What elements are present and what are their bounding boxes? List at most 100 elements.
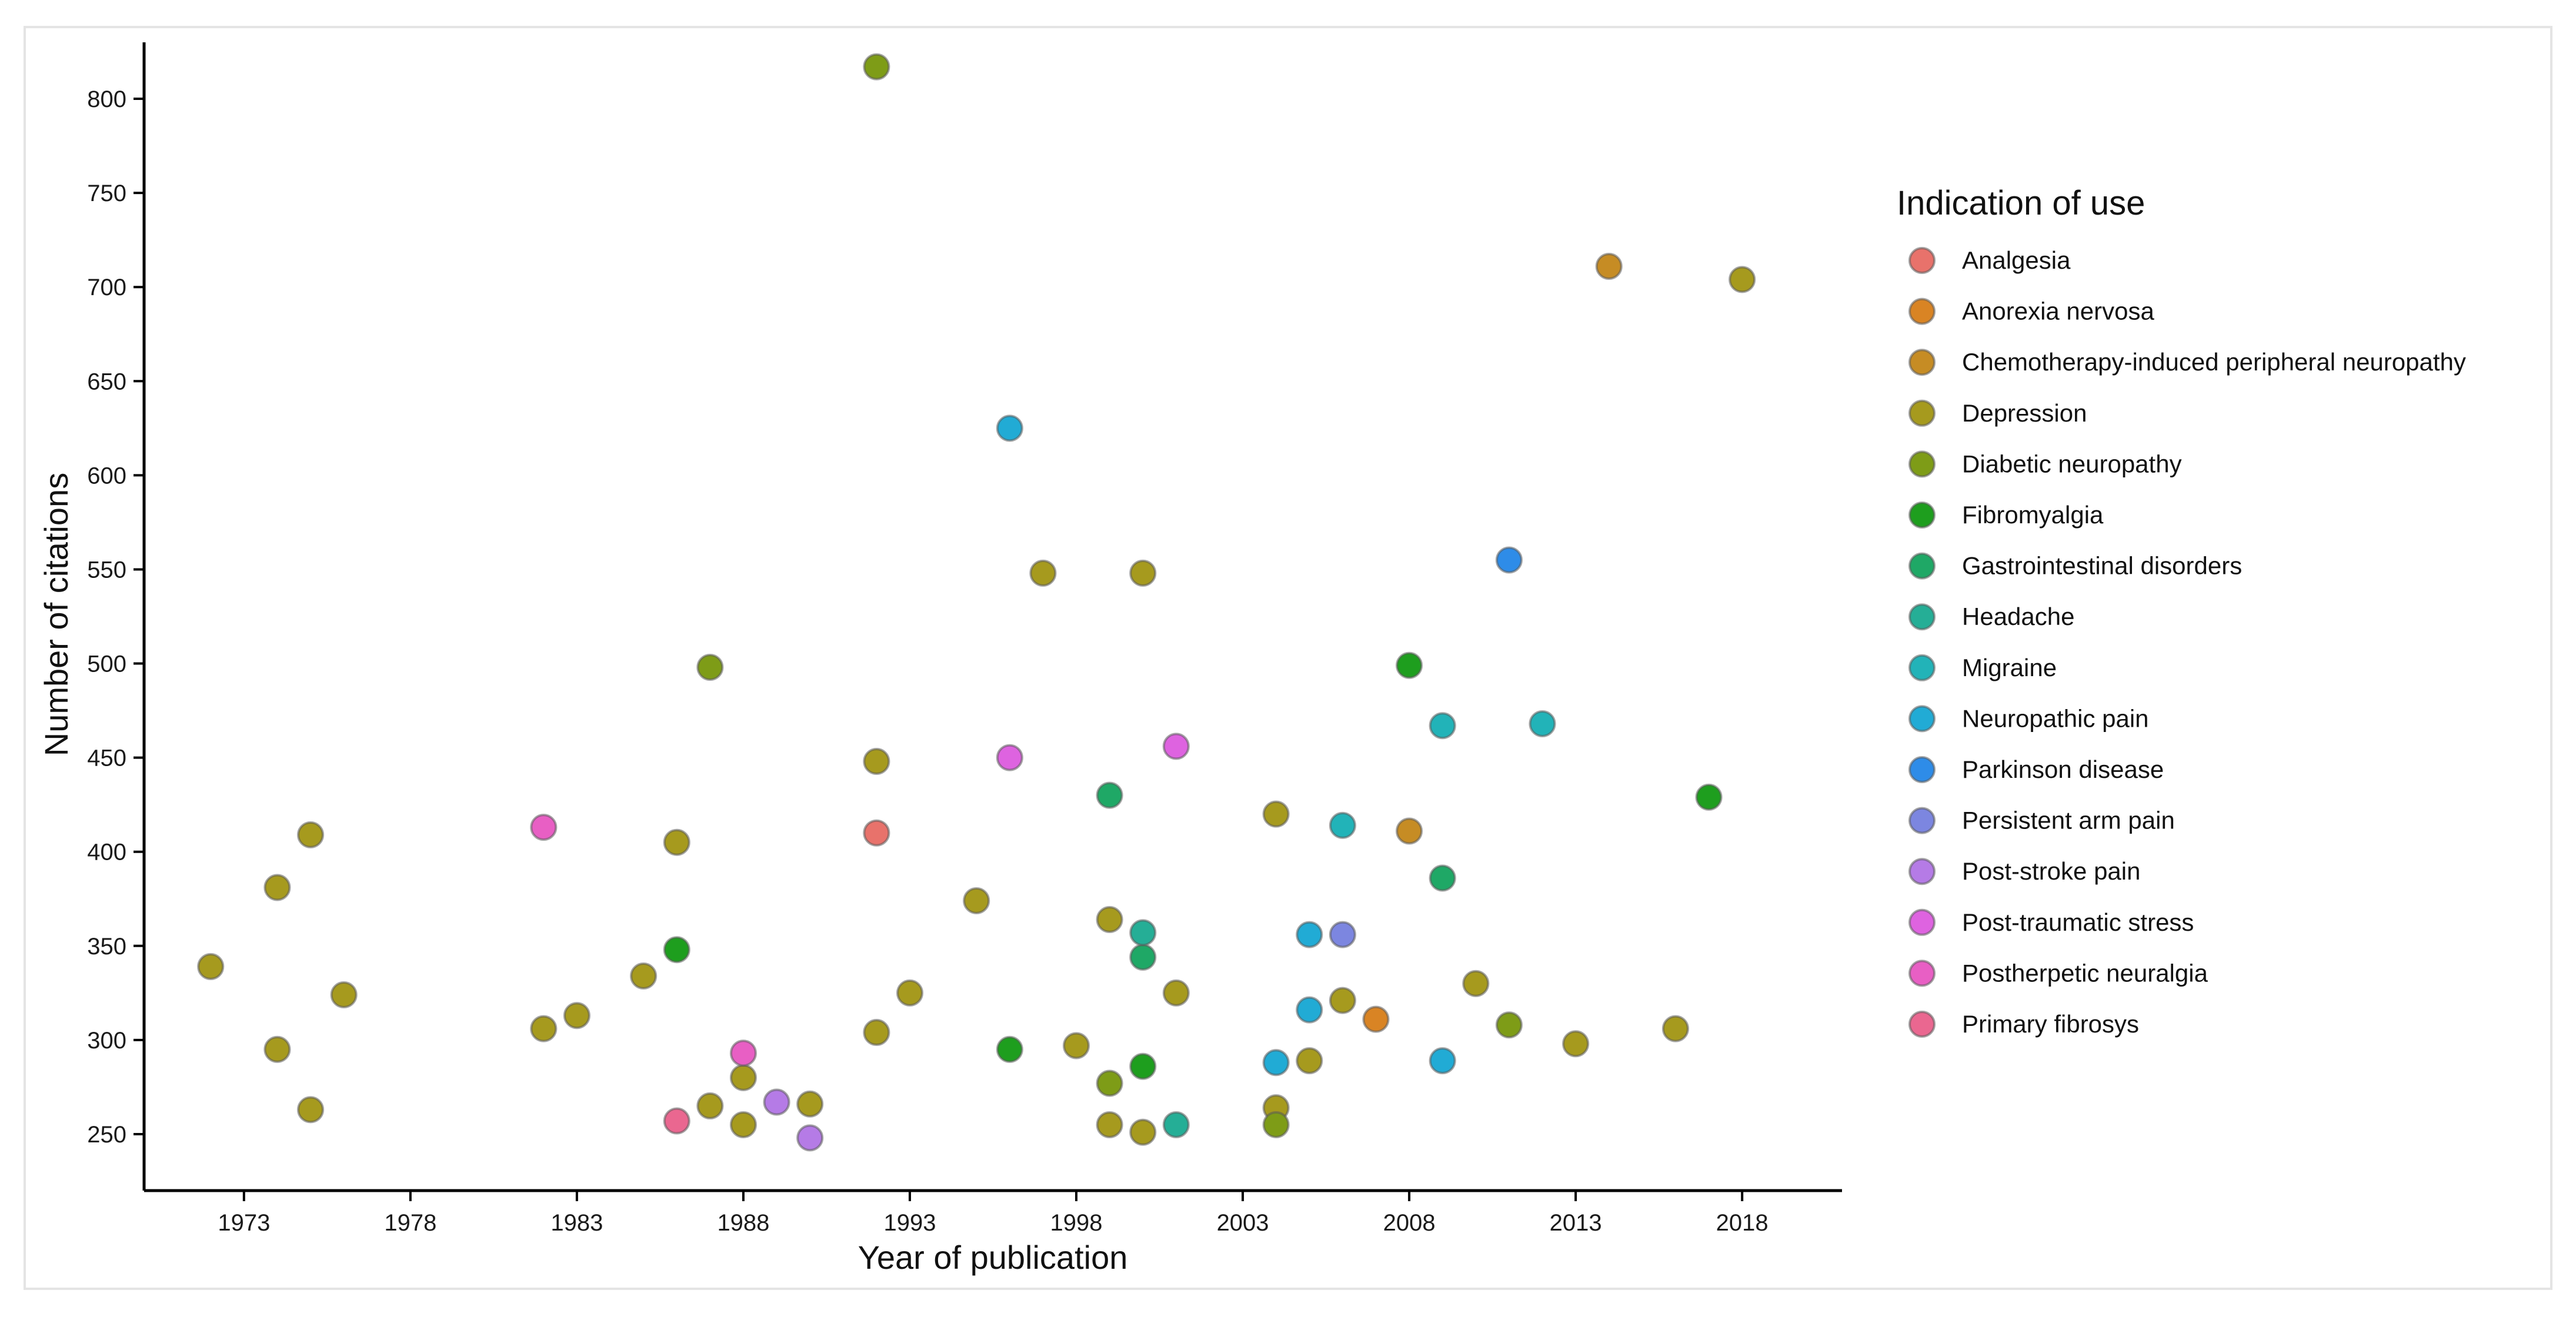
data-point: [863, 819, 890, 847]
data-point: [530, 1015, 558, 1042]
x-axis-title: Year of publication: [858, 1239, 1128, 1276]
legend-key: [1908, 908, 1936, 936]
data-point: [1495, 546, 1523, 574]
legend-key: [1908, 349, 1936, 376]
legend-label: Chemotherapy-induced peripheral neuropat…: [1962, 348, 2466, 376]
y-axis-title: Number of citations: [38, 473, 75, 756]
data-point: [1329, 811, 1356, 839]
y-tick-label: 600: [87, 463, 126, 489]
data-point: [263, 1035, 291, 1063]
data-point: [197, 953, 225, 981]
data-point: [263, 874, 291, 901]
y-tick-label: 250: [87, 1122, 126, 1148]
legend-label: Persistent arm pain: [1962, 807, 2175, 834]
data-point: [1162, 979, 1190, 1007]
data-point: [1661, 1015, 1689, 1042]
data-point: [1396, 817, 1423, 845]
data-point: [996, 1035, 1023, 1063]
legend-key: [1908, 960, 1936, 987]
data-point: [1129, 1052, 1157, 1080]
data-point: [1262, 800, 1290, 828]
data-point: [1595, 252, 1623, 280]
data-point: [663, 936, 690, 964]
data-point: [1162, 733, 1190, 760]
y-tick-label: 700: [87, 275, 126, 300]
legend-label: Parkinson disease: [1962, 756, 2164, 783]
legend-key: [1908, 1011, 1936, 1038]
data-point: [696, 653, 724, 681]
x-tick-label: 2018: [1716, 1210, 1769, 1236]
legend-label: Postherpetic neuralgia: [1962, 959, 2208, 987]
data-point: [1262, 1049, 1290, 1077]
y-tick-label: 300: [87, 1028, 126, 1054]
data-point: [1495, 1011, 1523, 1039]
legend-label: Neuropathic pain: [1962, 704, 2149, 732]
data-point: [896, 979, 923, 1007]
data-point: [863, 1019, 890, 1047]
legend-label: Analgesia: [1962, 246, 2071, 274]
data-point: [796, 1124, 824, 1152]
data-point: [1296, 1047, 1323, 1075]
data-point: [996, 415, 1023, 442]
legend-label: Headache: [1962, 603, 2074, 630]
data-point: [663, 828, 690, 856]
data-point: [1429, 864, 1456, 892]
x-tick-label: 2013: [1550, 1210, 1602, 1236]
legend-key: [1908, 450, 1936, 478]
data-point: [1729, 266, 1756, 293]
data-point: [1129, 559, 1157, 587]
data-point: [1262, 1111, 1290, 1138]
data-point: [1129, 919, 1157, 947]
data-point: [1096, 781, 1123, 809]
data-point: [1429, 712, 1456, 740]
y-tick-label: 350: [87, 934, 126, 960]
data-point: [729, 1039, 757, 1067]
x-tick-label: 1993: [883, 1210, 936, 1236]
data-point: [796, 1090, 824, 1118]
data-point: [763, 1088, 790, 1116]
figure-frame: [24, 26, 2552, 1290]
legend-label: Post-stroke pain: [1962, 857, 2140, 885]
legend-key: [1908, 756, 1936, 783]
legend-key: [1908, 807, 1936, 834]
data-point: [963, 887, 990, 914]
data-point: [1096, 905, 1123, 933]
data-point: [530, 814, 558, 841]
data-point: [729, 1111, 757, 1138]
y-tick-label: 650: [87, 369, 126, 395]
legend-label: Depression: [1962, 399, 2087, 427]
legend-key: [1908, 247, 1936, 274]
y-tick-label: 400: [87, 840, 126, 865]
legend-key: [1908, 399, 1936, 427]
data-point: [1296, 921, 1323, 948]
data-point: [1429, 1047, 1456, 1075]
data-point: [297, 821, 325, 848]
x-ticks: 1973 1978 1983 1988 1993 1998 2003 2008 2013 2018: [218, 1191, 1769, 1236]
legend-label: Fibromyalgia: [1962, 501, 2104, 529]
data-point: [696, 1092, 724, 1119]
data-point: [1129, 1118, 1157, 1146]
legend-key: [1908, 654, 1936, 681]
data-point: [563, 1002, 590, 1029]
legend-title: Indication of use: [1897, 184, 2145, 222]
legend-label: Primary fibrosys: [1962, 1010, 2139, 1038]
x-tick-label: 2003: [1217, 1210, 1269, 1236]
data-point: [1029, 559, 1057, 587]
x-tick-label: 1988: [717, 1210, 769, 1236]
data-point: [1462, 970, 1490, 997]
legend-key: [1908, 705, 1936, 733]
data-point: [863, 53, 890, 81]
data-point: [630, 962, 658, 990]
data-point: [1562, 1030, 1590, 1058]
data-points: [197, 53, 1756, 1152]
legend-key: [1908, 858, 1936, 885]
data-point: [1695, 783, 1723, 811]
y-tick-label: 500: [87, 651, 126, 677]
y-tick-label: 450: [87, 746, 126, 771]
data-point: [1129, 943, 1157, 971]
x-tick-label: 2008: [1383, 1210, 1436, 1236]
legend-label: Gastrointestinal disorders: [1962, 552, 2242, 580]
legend-key: [1908, 552, 1936, 580]
data-point: [1529, 710, 1556, 737]
data-point: [1096, 1069, 1123, 1097]
